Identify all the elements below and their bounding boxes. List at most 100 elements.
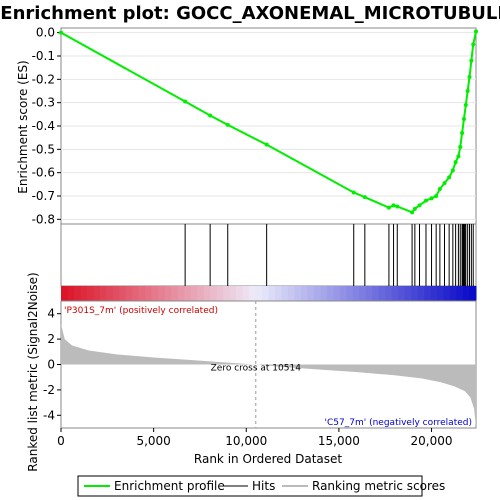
heat-bar-cell bbox=[80, 286, 88, 301]
enrichment-profile-point bbox=[423, 198, 428, 203]
x-axis: 0 5,000 10,000 15,000 20,000 bbox=[57, 428, 453, 448]
legend: Enrichment profile Hits Ranking metric s… bbox=[77, 475, 445, 497]
es-y-axis-label: Enrichment score (ES) bbox=[16, 60, 30, 193]
heat-bar-cell bbox=[320, 286, 328, 301]
heat-bar-cell bbox=[437, 286, 445, 301]
heat-bar-cell bbox=[223, 286, 231, 301]
es-panel: 0.0 -0.1 -0.2 -0.3 -0.4 -0.5 -0.6 -0.7 -0.8 Enri… bbox=[16, 26, 478, 226]
heat-bar-cell bbox=[86, 286, 94, 301]
chart-title: Enrichment plot: GOCC_AXONEMAL_MICROTUBU… bbox=[0, 3, 500, 24]
es-y-tick-label: -0.1 bbox=[32, 49, 55, 63]
hits-panel bbox=[60, 223, 477, 287]
enrichment-profile-point bbox=[429, 196, 434, 201]
enrichment-profile-point bbox=[391, 203, 396, 208]
heat-bar-cell bbox=[274, 286, 282, 301]
ranking-y-tick-label: -2 bbox=[43, 383, 55, 397]
ranking-y-tick-label: 4 bbox=[47, 307, 55, 321]
heat-bar-cell bbox=[73, 286, 81, 301]
enrichment-profile-point bbox=[59, 30, 63, 35]
x-tick-label: 0 bbox=[57, 434, 65, 448]
heat-bar-cell bbox=[164, 286, 172, 301]
positive-correlation-label: 'P301S_7m' (positively correlated) bbox=[64, 306, 218, 316]
enrichment-profile-point bbox=[469, 58, 474, 63]
enrichment-profile-point bbox=[395, 204, 400, 209]
heat-bar-cell bbox=[333, 286, 341, 301]
enrichment-profile-point bbox=[183, 99, 188, 104]
heat-bar-cell bbox=[430, 286, 438, 301]
heat-bar-cell bbox=[171, 286, 179, 301]
enrichment-profile-point bbox=[351, 190, 356, 195]
enrichment-profile-point bbox=[467, 75, 472, 79]
es-y-tick-label: 0.0 bbox=[36, 26, 55, 40]
x-tick-label: 5,000 bbox=[136, 434, 170, 448]
heat-bar-cell bbox=[93, 286, 101, 301]
legend-label-enrichment-profile: Enrichment profile bbox=[114, 479, 225, 493]
enrichment-profile-point bbox=[437, 187, 442, 191]
heat-bar-cell bbox=[197, 286, 205, 301]
heat-bar-cell bbox=[352, 286, 360, 301]
enrichment-profile-point bbox=[474, 29, 478, 34]
enrichment-profile-point bbox=[453, 160, 458, 165]
es-y-tick-label: -0.3 bbox=[32, 96, 55, 110]
heat-bar-cell bbox=[138, 286, 146, 301]
heat-bar-cell bbox=[294, 286, 302, 301]
heat-bar-cell bbox=[99, 286, 107, 301]
heat-bar-cell bbox=[385, 286, 393, 301]
enrichment-profile-point bbox=[460, 131, 465, 135]
enrichment-profile-point bbox=[225, 122, 230, 127]
heat-bar-cell bbox=[262, 286, 269, 301]
enrichment-profile-point bbox=[362, 195, 367, 200]
heat-bar-cell bbox=[132, 286, 140, 301]
ranking-y-tick-label: 2 bbox=[47, 332, 55, 346]
x-tick-label: 10,000 bbox=[225, 434, 267, 448]
heat-bar-cell bbox=[450, 286, 458, 301]
heat-bar-cell bbox=[229, 286, 237, 301]
es-y-tick-label: -0.8 bbox=[32, 212, 55, 226]
heat-bar-cell bbox=[268, 286, 276, 301]
heat-bar-cell bbox=[112, 286, 120, 301]
heat-bar-cell bbox=[300, 286, 308, 301]
enrichment-profile-point bbox=[264, 142, 269, 147]
heat-bar-cell bbox=[203, 286, 211, 301]
es-y-tick-label: -0.6 bbox=[32, 166, 55, 180]
heat-bar-cell bbox=[391, 286, 399, 301]
enrichment-profile-point bbox=[386, 205, 391, 210]
enrichment-profile-point bbox=[465, 89, 470, 93]
heat-bar-cell bbox=[281, 286, 289, 301]
enrichment-profile-point bbox=[410, 210, 415, 215]
enrichment-profile-point bbox=[461, 117, 466, 121]
heat-bar-cell bbox=[469, 286, 477, 301]
heat-bar-cell bbox=[378, 286, 386, 301]
hits-panel-frame bbox=[60, 223, 477, 287]
heat-bar-cell bbox=[307, 286, 315, 301]
es-y-tick-label: -0.7 bbox=[32, 189, 55, 203]
heat-bar-cell bbox=[346, 286, 354, 301]
ranking-y-axis-label: Ranked list metric (Signal2Noise) bbox=[26, 272, 40, 471]
heat-bar-cell bbox=[372, 286, 380, 301]
legend-label-ranking: Ranking metric scores bbox=[312, 479, 445, 493]
enrichment-profile-point bbox=[412, 206, 417, 211]
heat-bar-cell bbox=[404, 286, 412, 301]
heat-bar-cell bbox=[106, 286, 114, 301]
enrichment-profile-point bbox=[456, 154, 461, 159]
es-y-tick-label: -0.2 bbox=[32, 72, 55, 86]
heat-bar-cell bbox=[417, 286, 425, 301]
heat-bar-cell bbox=[236, 286, 244, 301]
heat-bar-cell bbox=[365, 286, 373, 301]
heat-bar-cell bbox=[463, 286, 471, 301]
enrichment-profile-point bbox=[458, 145, 463, 149]
heat-bar-cell bbox=[67, 286, 75, 301]
ranking-y-tick-label: -4 bbox=[43, 408, 55, 422]
heat-bar-cell bbox=[119, 286, 127, 301]
heat-bar-cell bbox=[249, 286, 257, 301]
heat-bar-cell bbox=[151, 286, 159, 301]
heat-bar-cell bbox=[313, 286, 321, 301]
ranking-heat-bar bbox=[61, 286, 477, 301]
heat-bar-cell bbox=[326, 286, 334, 301]
es-y-tick-label: -0.5 bbox=[32, 142, 55, 156]
heat-bar-cell bbox=[255, 286, 263, 301]
ranking-panel: 4 2 0 -2 -4 Zero cross at 10514 'P301S_7m' (… bbox=[26, 272, 477, 472]
enrichment-profile-point bbox=[447, 175, 452, 180]
heat-bar-cell bbox=[190, 286, 198, 301]
